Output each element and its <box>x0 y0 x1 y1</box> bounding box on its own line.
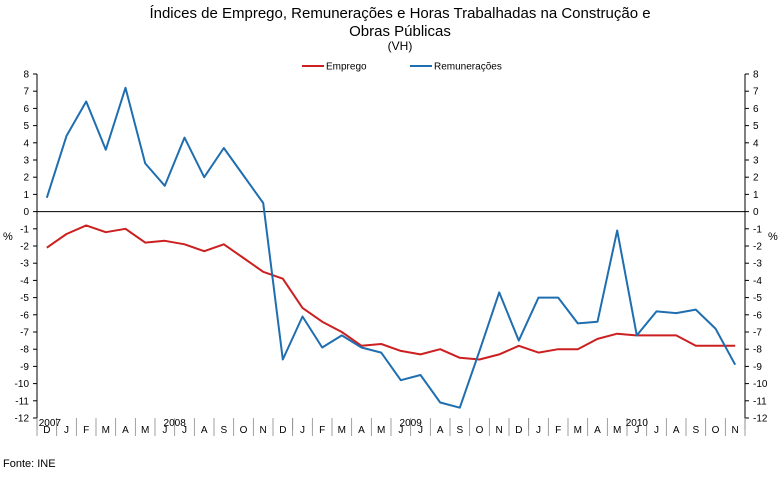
y-tick-label-right: 3 <box>753 156 759 167</box>
month-label: D <box>279 425 286 436</box>
source-note: Fonte: INE <box>3 458 56 470</box>
chart-subtitle: (VH) <box>387 39 413 53</box>
y-axis-label-left: % <box>3 231 13 243</box>
y-tick-label-right: -9 <box>753 362 762 373</box>
month-label: N <box>732 425 739 436</box>
y-tick-label-left: 8 <box>23 70 29 81</box>
chart-title-line1: Índices de Emprego, Remunerações e Horas… <box>149 5 651 22</box>
month-label: S <box>456 425 463 436</box>
y-tick-label-left: -2 <box>20 242 29 253</box>
month-label: F <box>83 425 89 436</box>
month-label: J <box>634 425 639 436</box>
y-tick-label-right: -3 <box>753 259 762 270</box>
y-tick-label-right: 6 <box>753 104 759 115</box>
y-tick-label-right: 5 <box>753 121 759 132</box>
series-line-emprego <box>46 224 736 361</box>
y-tick-label-right: -1 <box>753 224 762 235</box>
month-label: D <box>515 425 522 436</box>
legend-label-emprego: Emprego <box>326 62 367 73</box>
month-label: A <box>673 425 680 436</box>
chart-title-line2: Obras Públicas <box>349 23 451 40</box>
y-tick-label-right: 8 <box>753 70 759 81</box>
y-tick-label-right: 4 <box>753 138 759 149</box>
y-tick-label-left: -6 <box>20 310 29 321</box>
month-label: A <box>594 425 601 436</box>
y-tick-label-left: 4 <box>23 138 29 149</box>
month-label: J <box>182 425 187 436</box>
month-label: M <box>141 425 149 436</box>
y-tick-label-left: 2 <box>23 173 29 184</box>
y-tick-label-left: -10 <box>15 379 30 390</box>
year-label-2010: 2010 <box>626 418 649 429</box>
y-tick-label-right: -11 <box>753 396 767 407</box>
month-label: M <box>574 425 582 436</box>
y-tick-label-left: -1 <box>20 224 29 235</box>
y-tick-label-right: 1 <box>753 190 759 201</box>
month-label: J <box>162 425 167 436</box>
month-label: O <box>240 425 248 436</box>
series-line-remuneracoes <box>45 86 737 409</box>
y-tick-label-right: -5 <box>753 293 762 304</box>
month-label: S <box>692 425 699 436</box>
month-label: S <box>220 425 227 436</box>
month-label: J <box>64 425 69 436</box>
y-tick-label-right: -4 <box>753 276 762 287</box>
y-tick-label-left: 5 <box>23 121 29 132</box>
month-label: O <box>476 425 484 436</box>
month-label: N <box>260 425 267 436</box>
y-tick-label-left: 1 <box>23 190 29 201</box>
month-label: J <box>536 425 541 436</box>
month-label: A <box>437 425 444 436</box>
month-label: M <box>102 425 110 436</box>
y-tick-label-right: -6 <box>753 310 762 321</box>
month-label: D <box>43 425 50 436</box>
month-label: A <box>358 425 365 436</box>
y-tick-label-right: 2 <box>753 173 759 184</box>
y-tick-label-right: 7 <box>753 87 759 98</box>
month-label: A <box>201 425 208 436</box>
y-tick-label-left: 7 <box>23 87 29 98</box>
legend-label-remuneracoes: Remunerações <box>434 62 502 73</box>
month-label: A <box>122 425 129 436</box>
month-label: O <box>712 425 720 436</box>
month-label: M <box>613 425 621 436</box>
y-tick-label-left: -5 <box>20 293 29 304</box>
month-label: F <box>319 425 325 436</box>
y-tick-label-left: -12 <box>15 414 30 425</box>
y-tick-label-right: -2 <box>753 242 762 253</box>
y-tick-label-left: 6 <box>23 104 29 115</box>
y-tick-label-left: -9 <box>20 362 29 373</box>
y-axis-label-right: % <box>768 231 778 243</box>
year-label-2008: 2008 <box>164 418 187 429</box>
y-tick-label-right: -8 <box>753 345 762 356</box>
year-label-2007: 2007 <box>39 418 62 429</box>
month-label: J <box>300 425 305 436</box>
month-label: J <box>654 425 659 436</box>
y-tick-label-right: -7 <box>753 328 762 339</box>
y-tick-label-left: -11 <box>15 396 29 407</box>
month-label: F <box>555 425 561 436</box>
y-tick-label-left: -7 <box>20 328 29 339</box>
y-tick-label-right: 0 <box>753 207 759 218</box>
y-tick-label-right: -12 <box>753 414 768 425</box>
y-tick-label-left: -8 <box>20 345 29 356</box>
month-label: M <box>338 425 346 436</box>
month-label: M <box>377 425 385 436</box>
y-tick-label-right: -10 <box>753 379 768 390</box>
month-label: J <box>398 425 403 436</box>
y-tick-label-left: -4 <box>20 276 29 287</box>
year-label-2009: 2009 <box>400 418 423 429</box>
y-tick-label-left: -3 <box>20 259 29 270</box>
y-tick-label-left: 3 <box>23 156 29 167</box>
y-tick-label-left: 0 <box>23 207 29 218</box>
month-label: N <box>496 425 503 436</box>
month-label: J <box>418 425 423 436</box>
